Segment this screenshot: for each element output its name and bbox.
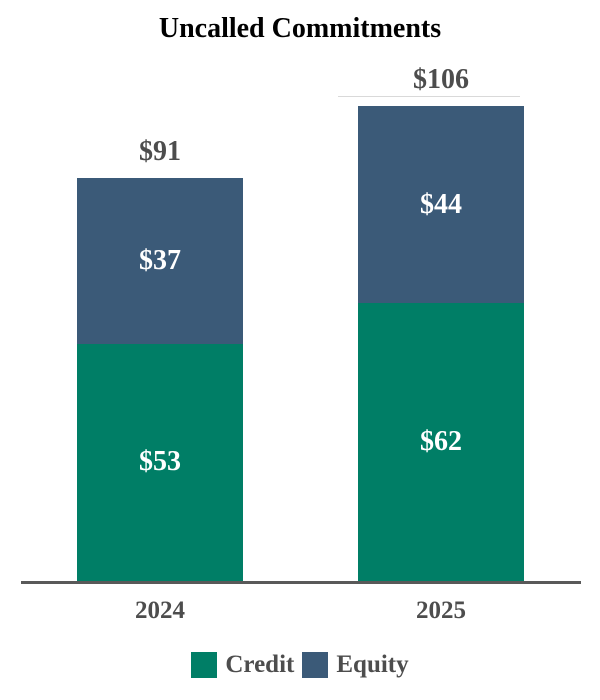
equity-segment-2025: $44 xyxy=(358,106,524,304)
equity-value-label-2025: $44 xyxy=(420,188,462,220)
credit-value-label-2025: $62 xyxy=(420,426,462,458)
bar-group-2024: $53 $37 $91 xyxy=(77,0,243,581)
legend-label-credit: Credit xyxy=(225,651,295,678)
label-underline xyxy=(338,96,520,97)
bar-group-2025: $62 $44 $106 xyxy=(358,0,524,581)
credit-value-label-2024: $53 xyxy=(139,446,181,478)
legend-entry-equity: Equity xyxy=(302,650,409,680)
equity-swatch-icon xyxy=(302,652,329,678)
credit-segment-2024: $53 xyxy=(77,343,243,581)
chart-title: Uncalled Commitments xyxy=(158,13,442,44)
credit-segment-2025: $62 xyxy=(358,303,524,581)
x-axis-label-2025: 2025 xyxy=(416,597,466,624)
equity-segment-2024: $37 xyxy=(77,177,243,344)
legend-label-equity: Equity xyxy=(336,651,409,678)
total-label-2024: $91 xyxy=(139,135,181,167)
legend-entry-credit: Credit xyxy=(191,650,294,680)
total-label-2025: $106 xyxy=(413,64,469,96)
x-axis-line xyxy=(21,581,581,584)
legend: Credit Equity xyxy=(0,650,600,680)
credit-swatch-icon xyxy=(191,652,218,678)
equity-value-label-2024: $37 xyxy=(139,244,181,276)
x-axis-label-2024: 2024 xyxy=(135,597,185,624)
